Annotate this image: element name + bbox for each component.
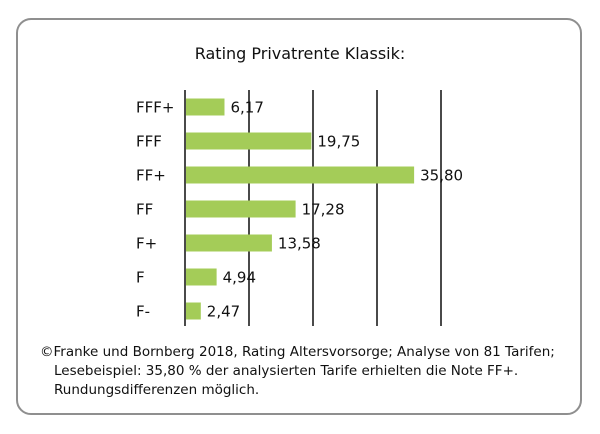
value-label: 4,94: [223, 269, 256, 287]
category-label: FF: [136, 201, 153, 219]
bar-FF+: [185, 166, 415, 184]
chart-frame: [16, 18, 582, 415]
value-label: 6,17: [230, 99, 263, 117]
footer-example: Lesebeispiel: 35,80 % der analysierten T…: [54, 363, 519, 379]
bar-F+: [185, 234, 272, 252]
bar-FFF+: [185, 98, 225, 116]
value-label: 17,28: [302, 201, 345, 219]
footer-copyright: ©Franke und Bornberg 2018, Rating Alters…: [40, 344, 555, 360]
value-label: 13,58: [278, 235, 321, 253]
value-label: 35,80: [420, 167, 463, 185]
category-label: FFF: [136, 133, 162, 151]
value-label: 2,47: [207, 303, 240, 321]
bar-FF: [185, 200, 296, 218]
footer-note: Rundungsdifferenzen möglich.: [54, 382, 260, 398]
category-label: F+: [136, 235, 157, 253]
bar-F: [185, 268, 217, 286]
chart-footer: ©Franke und Bornberg 2018, Rating Alters…: [40, 343, 580, 400]
bar-F-: [185, 302, 201, 320]
category-label: FFF+: [136, 99, 174, 117]
category-label: F-: [136, 303, 150, 321]
value-label: 19,75: [317, 133, 360, 151]
category-label: F: [136, 269, 145, 287]
chart-title: Rating Privatrente Klassik:: [194, 44, 406, 63]
category-label: FF+: [136, 167, 166, 185]
bar-FFF: [185, 132, 312, 150]
